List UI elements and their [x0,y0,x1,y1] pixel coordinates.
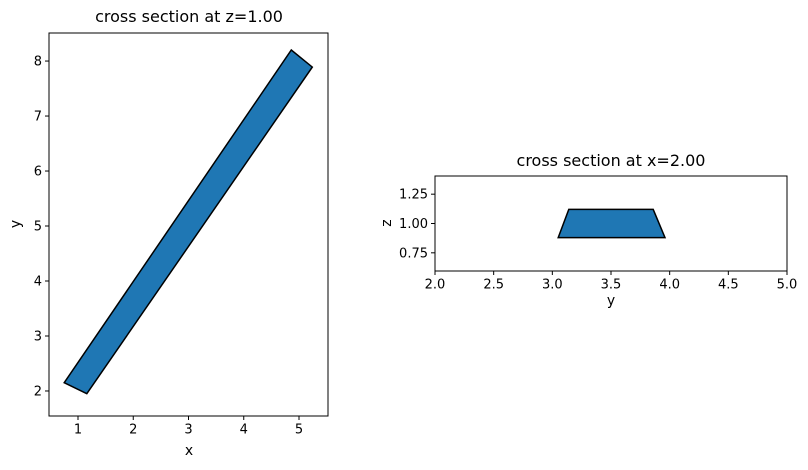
right-plot-xlabel: y [606,293,616,309]
y-tick-label: 7 [34,110,42,125]
x-tick-label: 4.0 [659,278,680,293]
y-tick-label: 0.75 [399,246,428,261]
cross-section-polygon [557,208,667,239]
y-tick-label: 8 [34,55,42,70]
right-plot-ylabel: z [379,219,395,227]
x-tick-label: 3.0 [542,278,563,293]
y-tick-label: 3 [34,329,42,344]
x-tick-label: 2.5 [483,278,504,293]
x-tick-label: 2.0 [425,278,446,293]
y-tick-label: 4 [34,275,42,290]
cross-section-polygon [63,48,314,395]
y-tick-label: 2 [34,384,42,399]
x-tick-label: 3 [184,423,192,438]
right-plot-title: cross section at x=2.00 [516,151,706,170]
x-tick-label: 3.5 [601,278,622,293]
x-tick-label: 4.5 [718,278,739,293]
y-tick-label: 1.00 [399,217,428,232]
left-plot-title: cross section at z=1.00 [95,7,283,26]
x-tick-label: 5.0 [777,278,798,293]
x-tick-label: 4 [240,423,248,438]
y-tick-label: 5 [34,220,42,235]
y-tick-label: 6 [34,165,42,180]
x-tick-label: 1 [74,423,82,438]
left-plot-ylabel: y [8,219,24,229]
x-tick-label: 5 [295,423,303,438]
x-tick-label: 2 [129,423,137,438]
y-tick-label: 1.25 [399,188,428,203]
left-plot-xlabel: x [184,443,194,459]
